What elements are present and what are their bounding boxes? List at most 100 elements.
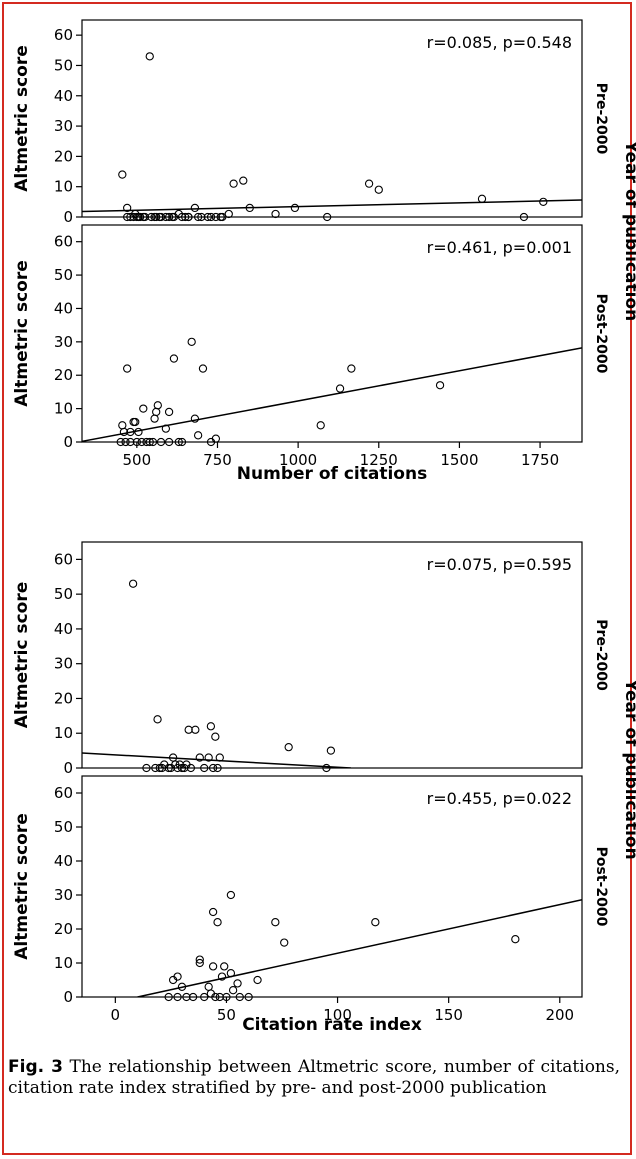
data-point bbox=[208, 907, 218, 917]
x-tick-label: 500 bbox=[123, 451, 152, 469]
data-point bbox=[217, 972, 227, 981]
data-point bbox=[148, 437, 158, 447]
data-point bbox=[118, 170, 127, 179]
data-point bbox=[164, 437, 174, 447]
data-point bbox=[235, 992, 244, 1002]
data-point bbox=[188, 992, 198, 1002]
y-tick-label: 0 bbox=[63, 759, 73, 777]
data-point bbox=[128, 579, 138, 588]
y-axis-label: Altmetric score bbox=[12, 260, 32, 406]
x-tick-label: 1000 bbox=[279, 451, 317, 469]
x-tick-label: 1250 bbox=[360, 451, 398, 469]
panel-pre-2000: 0 10 20 30 40 50 60 Altmetric score Pre-2000 r=0.… bbox=[12, 541, 609, 777]
y-tick-label: 60 bbox=[54, 26, 73, 44]
data-point bbox=[173, 992, 182, 1002]
data-point bbox=[145, 52, 154, 61]
panel-frame bbox=[81, 224, 583, 443]
y-tick-label: 60 bbox=[54, 784, 73, 802]
data-point bbox=[150, 212, 159, 222]
data-point bbox=[164, 407, 174, 417]
data-point bbox=[216, 212, 225, 222]
data-point bbox=[153, 715, 162, 724]
data-point bbox=[164, 212, 174, 222]
caption-label: Fig. 3 bbox=[8, 1057, 63, 1077]
data-point bbox=[173, 972, 182, 981]
data-point bbox=[200, 992, 209, 1002]
y-tick-label: 40 bbox=[54, 620, 73, 638]
panel-frame bbox=[81, 775, 583, 998]
data-point bbox=[477, 194, 487, 203]
data-point bbox=[134, 427, 143, 437]
data-point bbox=[129, 212, 138, 222]
y-axis-label: Altmetric score bbox=[12, 813, 32, 959]
correlation-stat: r=0.455, p=0.022 bbox=[427, 789, 572, 808]
data-point bbox=[539, 197, 548, 206]
data-point bbox=[233, 979, 242, 988]
data-point bbox=[220, 962, 229, 971]
data-point bbox=[147, 212, 156, 222]
data-point bbox=[326, 746, 336, 755]
data-point bbox=[195, 958, 204, 968]
x-tick-label: 100 bbox=[323, 1006, 352, 1024]
data-point bbox=[135, 212, 145, 222]
data-point bbox=[211, 212, 221, 222]
data-point bbox=[208, 962, 218, 971]
data-point bbox=[137, 437, 146, 447]
data-point bbox=[239, 176, 248, 185]
data-point bbox=[118, 421, 127, 430]
y-tick-label: 60 bbox=[54, 550, 73, 568]
data-point bbox=[371, 918, 380, 927]
data-point bbox=[164, 992, 173, 1002]
facet-label-pre-2000: Pre-2000 bbox=[593, 83, 609, 155]
data-point bbox=[123, 364, 132, 373]
data-point bbox=[226, 969, 236, 978]
facet-label-post-2000: Post-2000 bbox=[593, 294, 609, 374]
facet-label-pre-2000: Pre-2000 bbox=[593, 619, 609, 691]
data-point bbox=[169, 354, 179, 363]
data-point bbox=[142, 763, 151, 773]
data-point bbox=[245, 203, 254, 213]
data-point bbox=[374, 185, 383, 194]
data-point bbox=[193, 212, 203, 222]
y-tick-label: 0 bbox=[63, 208, 73, 226]
data-point bbox=[190, 414, 200, 423]
data-point bbox=[123, 203, 132, 213]
data-point bbox=[161, 212, 171, 222]
data-point bbox=[126, 427, 135, 437]
data-point bbox=[203, 212, 212, 222]
data-point bbox=[155, 212, 164, 222]
data-point bbox=[511, 935, 520, 944]
data-point bbox=[229, 179, 238, 188]
data-point bbox=[519, 212, 529, 222]
data-point bbox=[253, 975, 262, 985]
data-point bbox=[204, 982, 213, 991]
data-point bbox=[197, 212, 206, 222]
data-point bbox=[206, 212, 216, 222]
y-tick-label: 60 bbox=[54, 233, 73, 251]
data-point bbox=[121, 437, 130, 447]
chart-2: 0 10 20 30 40 50 60 Altmetric score Pre-2000 r=0.… bbox=[12, 541, 636, 1035]
fit-line bbox=[82, 347, 582, 442]
y-tick-label: 10 bbox=[54, 178, 73, 196]
x-tick-label: 50 bbox=[217, 1006, 236, 1024]
y-tick-label: 20 bbox=[54, 147, 73, 165]
data-point bbox=[145, 437, 154, 447]
data-point bbox=[177, 437, 187, 447]
data-point bbox=[190, 203, 200, 213]
data-point bbox=[244, 992, 253, 1002]
correlation-stat: r=0.085, p=0.548 bbox=[427, 33, 572, 52]
data-point bbox=[152, 407, 161, 417]
data-point bbox=[208, 763, 218, 773]
x-tick-label: 1750 bbox=[521, 451, 559, 469]
chart-1: 0 10 20 30 40 50 60 Altmetric score Pre-2000 r=0.… bbox=[12, 19, 636, 484]
fit-line bbox=[82, 199, 582, 213]
data-point bbox=[131, 417, 140, 427]
data-point bbox=[119, 427, 129, 437]
y-tick-label: 30 bbox=[54, 117, 73, 135]
facet-label-post-2000: Post-2000 bbox=[593, 847, 609, 927]
data-point bbox=[184, 212, 193, 222]
data-point bbox=[126, 437, 135, 447]
data-point bbox=[157, 763, 167, 773]
y-tick-label: 20 bbox=[54, 920, 73, 938]
data-point bbox=[168, 212, 177, 222]
